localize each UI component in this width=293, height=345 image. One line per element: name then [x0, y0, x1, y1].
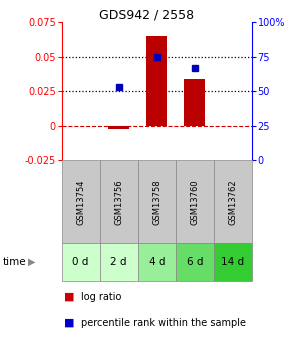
Bar — [138, 160, 176, 243]
Bar — [184, 79, 205, 126]
Text: GSM13756: GSM13756 — [114, 179, 123, 225]
Bar — [100, 243, 138, 281]
Text: 0 d: 0 d — [72, 257, 89, 267]
Bar — [100, 160, 138, 243]
Text: ■: ■ — [64, 318, 75, 327]
Text: GDS942 / 2558: GDS942 / 2558 — [99, 9, 194, 22]
Text: ▶: ▶ — [28, 257, 35, 267]
Bar — [138, 243, 176, 281]
Text: GSM13758: GSM13758 — [152, 179, 161, 225]
Bar — [62, 243, 100, 281]
Text: GSM13760: GSM13760 — [190, 179, 199, 225]
Text: 4 d: 4 d — [149, 257, 165, 267]
Bar — [214, 160, 252, 243]
Text: GSM13754: GSM13754 — [76, 179, 85, 225]
Text: 2 d: 2 d — [110, 257, 127, 267]
Text: ■: ■ — [64, 292, 75, 302]
Bar — [146, 36, 167, 126]
Text: log ratio: log ratio — [81, 292, 121, 302]
Text: 14 d: 14 d — [222, 257, 244, 267]
Bar — [214, 243, 252, 281]
Bar — [176, 160, 214, 243]
Text: 6 d: 6 d — [187, 257, 203, 267]
Text: GSM13762: GSM13762 — [229, 179, 237, 225]
Text: percentile rank within the sample: percentile rank within the sample — [81, 318, 246, 327]
Bar — [62, 160, 100, 243]
Text: time: time — [3, 257, 27, 267]
Bar — [176, 243, 214, 281]
Bar — [108, 126, 129, 129]
